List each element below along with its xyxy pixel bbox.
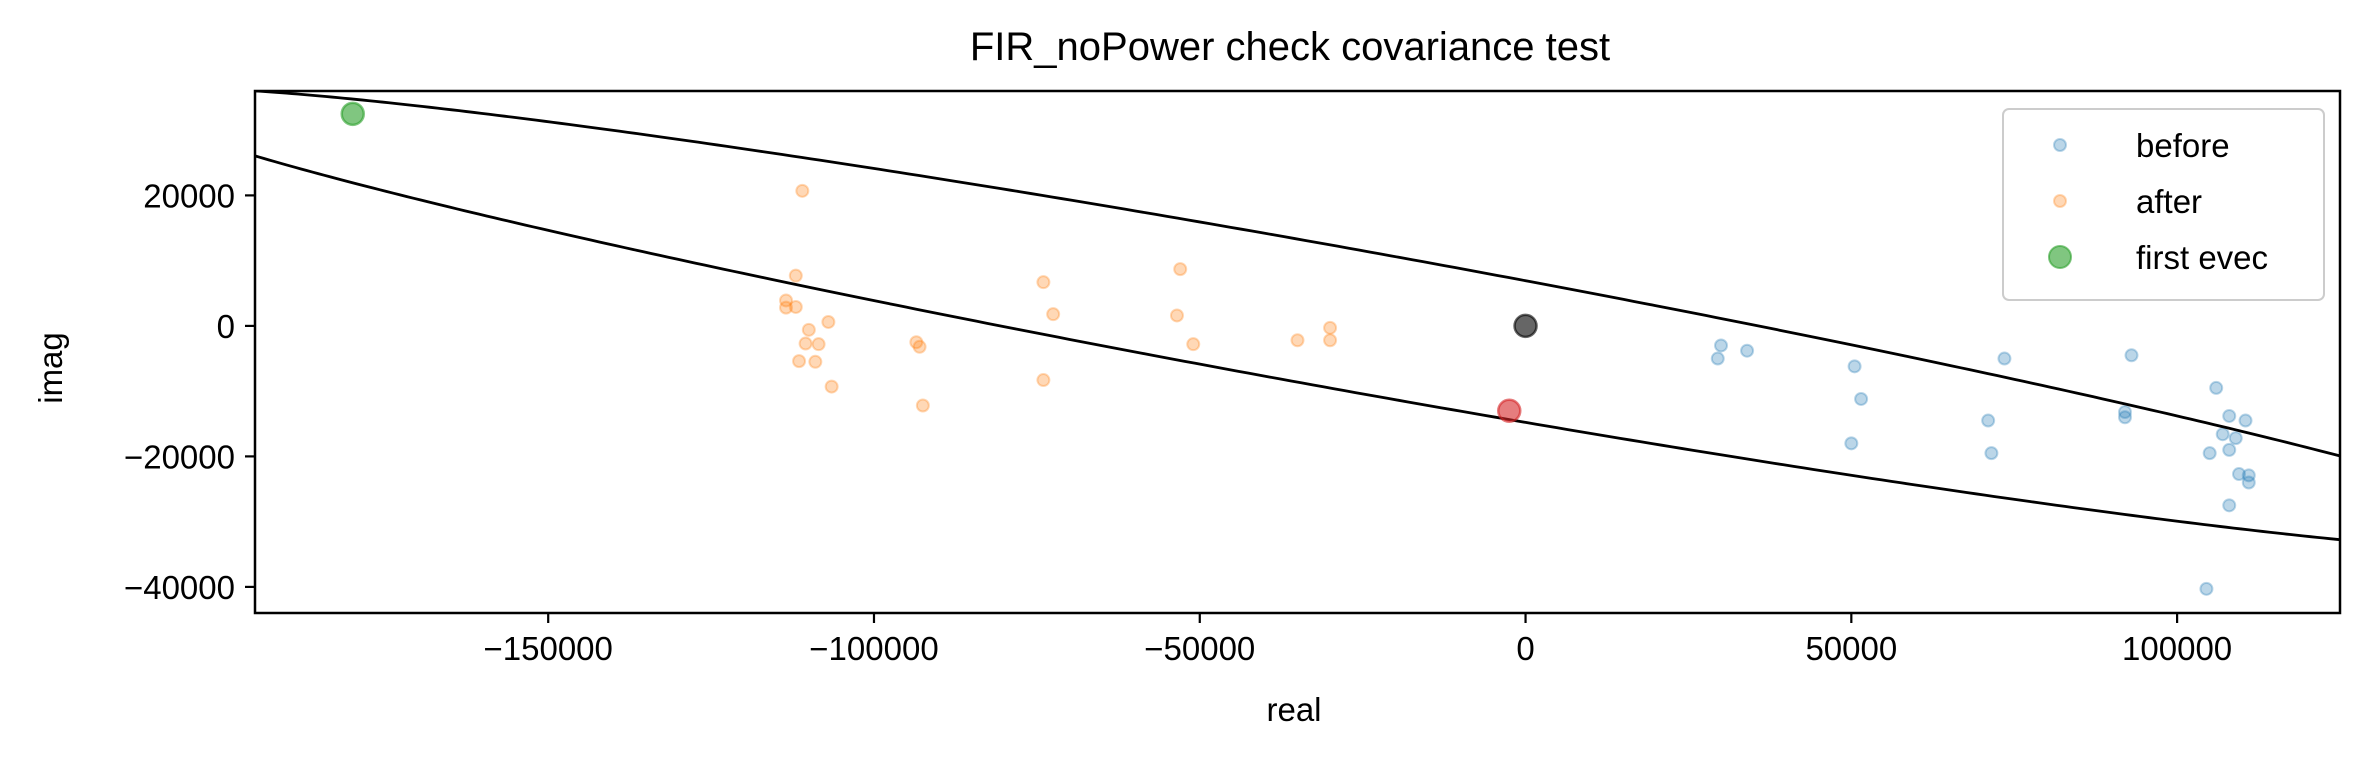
data-point (2209, 380, 2224, 395)
y-tick-label: −40000 (124, 569, 235, 606)
data-point (1981, 413, 1996, 428)
data-point (798, 336, 813, 351)
x-tick-label: −100000 (809, 630, 938, 667)
data-point (1714, 338, 1729, 353)
data-point (2117, 410, 2132, 425)
legend-label: before (2136, 127, 2230, 164)
data-point (1290, 333, 1305, 348)
data-point (1740, 343, 1755, 358)
data-point (2117, 405, 2132, 420)
data-point (2222, 498, 2237, 513)
x-tick-label: −50000 (1144, 630, 1255, 667)
y-axis-label: imag (32, 332, 69, 404)
first-evec-point (340, 101, 365, 127)
data-point (779, 300, 794, 315)
data-point (1173, 262, 1188, 277)
data-point (2124, 348, 2139, 363)
data-point (1844, 436, 1859, 451)
series-after (779, 183, 1338, 413)
data-point (2199, 581, 2214, 596)
plot-frame (253, 89, 2342, 615)
data-point (1997, 351, 2012, 366)
data-point (795, 183, 810, 198)
legend-label: after (2136, 183, 2202, 220)
x-tick-label: 50000 (1805, 630, 1897, 667)
data-point (801, 322, 816, 337)
data-point (2241, 475, 2256, 490)
data-point (2202, 446, 2217, 461)
plot-area (255, 91, 2340, 596)
legend-marker (2053, 138, 2067, 152)
origin-marker (1513, 313, 1538, 339)
mean-marker (1497, 398, 1522, 423)
legend-marker (2048, 245, 2072, 269)
data-point (808, 354, 823, 369)
data-point (2232, 467, 2247, 482)
data-point (1169, 308, 1184, 323)
x-axis: −150000 −100000 −50000 0 50000 100000 (484, 613, 2232, 667)
data-point (909, 335, 924, 350)
data-point (1710, 351, 1725, 366)
data-point (788, 268, 803, 283)
data-point (2222, 442, 2237, 457)
covariance-ellipse (255, 91, 2340, 542)
x-axis-label: real (1266, 691, 1321, 728)
data-point (821, 314, 836, 329)
data-point (779, 293, 794, 308)
data-point (2238, 413, 2253, 428)
y-axis: −40000 −20000 0 20000 (124, 177, 255, 606)
legend-box (2002, 108, 2325, 301)
data-point (1854, 391, 1869, 406)
data-point (792, 354, 807, 369)
data-point (915, 398, 930, 413)
data-point (788, 299, 803, 314)
data-point (811, 337, 826, 352)
data-point (1186, 337, 1201, 352)
y-tick-label: −20000 (124, 438, 235, 475)
legend-marker (2053, 194, 2067, 208)
data-point (2241, 468, 2256, 483)
data-point (1036, 275, 1051, 290)
x-tick-label: 100000 (2122, 630, 2232, 667)
chart-title: FIR_noPower check covariance test (970, 25, 1610, 69)
data-point (1036, 373, 1051, 388)
y-tick-label: 0 (217, 308, 235, 345)
series-before (1710, 338, 2256, 596)
legend: before after first evec (2002, 108, 2325, 301)
data-point (1847, 359, 1862, 374)
data-point (1323, 333, 1338, 348)
data-point (1046, 307, 1061, 322)
data-point (824, 379, 839, 394)
data-point (1323, 320, 1338, 335)
data-point (1984, 446, 1999, 461)
data-point (2222, 408, 2237, 423)
data-point (2215, 427, 2230, 442)
data-point (2228, 431, 2243, 446)
y-tick-label: 20000 (143, 177, 235, 214)
x-tick-label: −150000 (484, 630, 613, 667)
legend-label: first evec (2136, 239, 2268, 276)
data-point (912, 339, 927, 354)
x-tick-label: 0 (1516, 630, 1534, 667)
